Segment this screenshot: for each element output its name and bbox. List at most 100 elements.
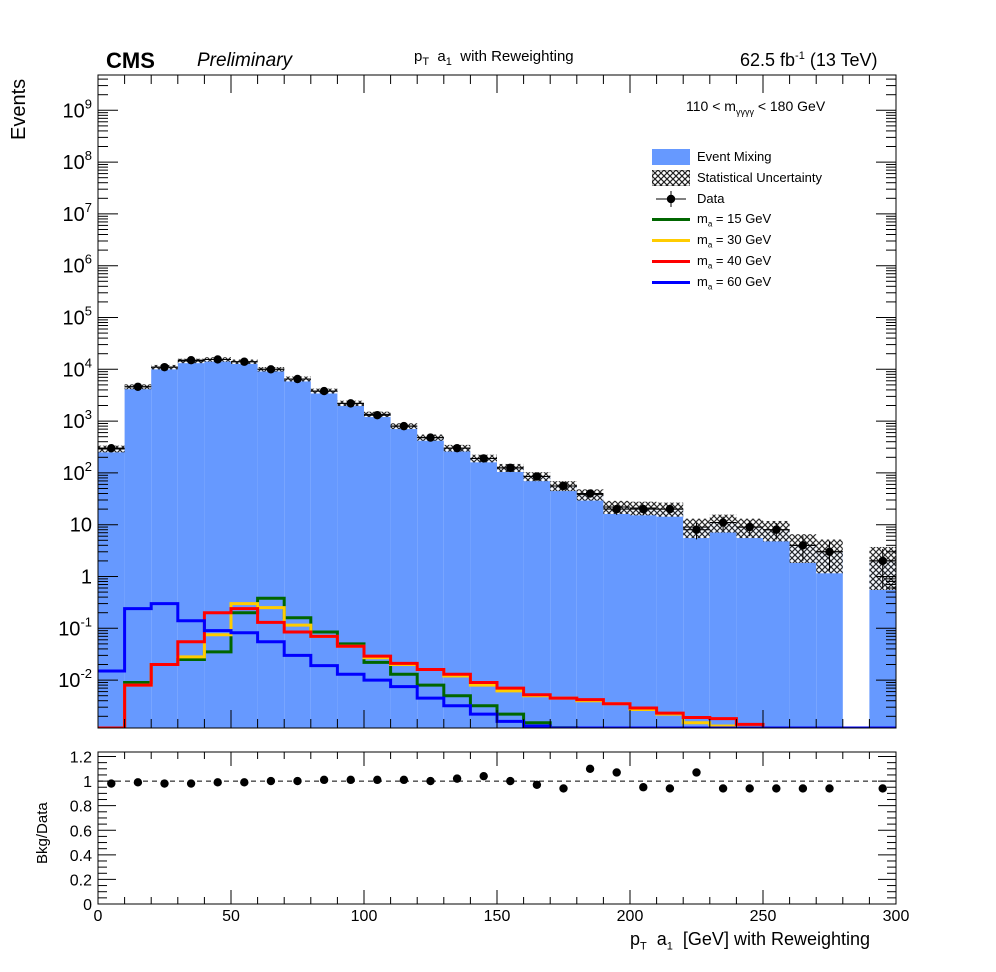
signal-line-2 xyxy=(98,607,896,728)
legend-line-ma15 xyxy=(652,212,690,228)
ratio-point xyxy=(293,776,302,786)
bkg-bar xyxy=(576,494,604,728)
data-point xyxy=(789,536,817,561)
legend-swatch-stat-unc xyxy=(652,169,690,186)
bkg-bar xyxy=(364,414,391,728)
y-tick-label: 10-2 xyxy=(58,666,92,692)
data-marker xyxy=(692,525,701,534)
bkg-bar xyxy=(443,448,471,728)
data-marker xyxy=(293,374,302,384)
data-point xyxy=(124,382,152,391)
data-point xyxy=(550,481,577,491)
bkg-bar xyxy=(816,551,843,728)
legend-item-stat-unc: Statistical Uncertainty xyxy=(652,167,822,188)
x-tick-label: 100 xyxy=(351,908,378,925)
ratio-point xyxy=(639,783,648,792)
data-marker xyxy=(213,355,222,364)
legend: Event Mixing Statistical Uncertainty Dat… xyxy=(652,146,822,293)
ratio-point xyxy=(186,779,196,788)
data-marker xyxy=(346,399,355,408)
data-marker xyxy=(718,518,728,527)
ratio-point xyxy=(878,784,887,793)
bkg-bar xyxy=(310,391,338,728)
ratio-point xyxy=(772,784,781,793)
ratio-point xyxy=(745,784,754,793)
bkg-bar xyxy=(736,527,763,728)
bkg-bar xyxy=(151,367,178,728)
data-point xyxy=(576,489,604,498)
data-point xyxy=(523,472,551,481)
data-marker xyxy=(639,504,648,514)
ratio-point xyxy=(240,778,249,787)
signal-line-3 xyxy=(98,602,896,728)
data-point xyxy=(231,357,258,366)
y-tick-label: 10 xyxy=(70,515,92,537)
ratio-point xyxy=(585,764,595,773)
y-tick-label: 107 xyxy=(63,200,92,226)
data-point xyxy=(364,410,391,420)
bkg-bar xyxy=(550,485,577,728)
data-marker xyxy=(532,472,542,481)
data-point xyxy=(497,463,524,473)
y-tick-label: 104 xyxy=(63,355,92,381)
data-marker xyxy=(452,443,462,453)
y-tick-label: 105 xyxy=(63,304,92,330)
data-marker xyxy=(266,365,276,374)
y-tick-label: 106 xyxy=(63,252,92,278)
data-point xyxy=(470,454,497,463)
ratio-point xyxy=(692,768,701,777)
ratio-panel: 0 0.2 0.4 0.6 0.8 1 1.2 0 50 100 150 200 250 300 xyxy=(70,750,910,926)
bkg-bar xyxy=(231,361,258,728)
ratio-point xyxy=(133,778,143,787)
data-point xyxy=(443,443,471,453)
ratio-point xyxy=(479,771,488,781)
x-tick-label: 300 xyxy=(883,908,910,925)
main-plot-area xyxy=(98,355,896,728)
ratio-point xyxy=(612,768,621,777)
x-tick-label: 0 xyxy=(94,908,103,925)
data-point xyxy=(284,374,311,384)
data-marker xyxy=(319,386,329,396)
legend-marker-data xyxy=(652,190,690,207)
ratio-point xyxy=(399,775,409,785)
data-marker xyxy=(133,382,143,391)
ratio-y-tick-label: 0 xyxy=(83,897,92,914)
bkg-bar xyxy=(683,527,710,728)
data-marker xyxy=(479,454,488,463)
data-point xyxy=(869,548,896,588)
legend-item-ma60: ma = 60 GeV xyxy=(652,272,822,293)
bkg-bar xyxy=(497,467,524,728)
y-tick-label: 102 xyxy=(63,459,92,485)
bkg-bar xyxy=(709,522,737,728)
ratio-y-tick-label: 0.8 xyxy=(70,799,92,816)
ratio-point xyxy=(665,784,675,793)
bkg-bar xyxy=(337,403,364,728)
ratio-point xyxy=(506,776,515,786)
ratio-point xyxy=(825,784,834,793)
data-marker xyxy=(798,541,808,550)
ratio-point xyxy=(319,775,329,785)
data-point xyxy=(390,421,418,431)
legend-item-ma40: ma = 40 GeV xyxy=(652,251,822,272)
data-point xyxy=(417,433,444,442)
y-tick-label: 109 xyxy=(63,96,92,122)
ratio-point xyxy=(426,776,435,786)
data-marker xyxy=(559,481,568,491)
bkg-bar xyxy=(177,360,205,728)
data-point xyxy=(603,504,630,515)
data-marker xyxy=(426,433,435,442)
data-point xyxy=(151,362,178,372)
data-point xyxy=(337,399,364,408)
ratio-frame xyxy=(97,751,897,905)
bkg-bar xyxy=(789,545,817,728)
data-marker xyxy=(665,504,675,514)
data-point xyxy=(204,355,231,364)
data-marker xyxy=(506,463,515,473)
data-marker xyxy=(107,443,116,453)
x-tick-label: 200 xyxy=(617,908,644,925)
selection-label: 110 < mγγγγ < 180 GeV xyxy=(686,98,826,117)
status-label: Preliminary xyxy=(197,50,293,71)
bkg-bar xyxy=(763,529,790,728)
